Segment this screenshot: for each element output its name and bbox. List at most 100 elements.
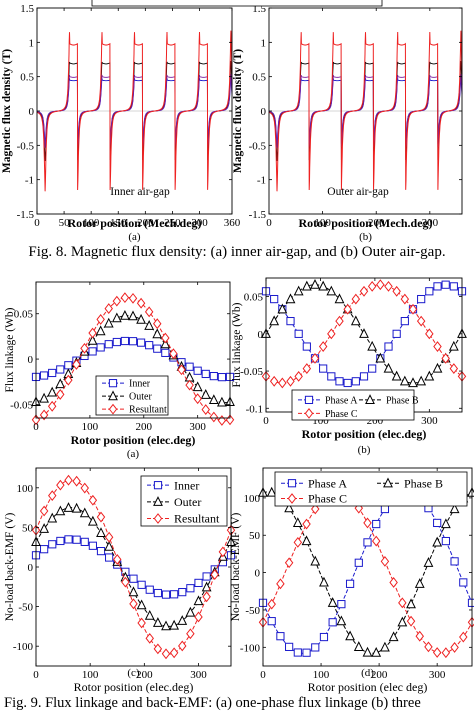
x-tick-label: 150 <box>110 217 127 229</box>
triangle-marker <box>128 586 139 597</box>
y-tick-label: 50 <box>249 530 261 542</box>
square-marker <box>129 574 138 583</box>
triangle-marker <box>327 597 338 607</box>
triangle-marker <box>136 313 146 324</box>
panel-label: (a) <box>128 231 141 243</box>
diamond-marker <box>367 280 377 292</box>
panel-label: (c) <box>127 667 140 679</box>
chart-9c: 0 100 200 300 -100 -50 0 50 100 No-load back-EMF … <box>4 467 236 694</box>
square-marker <box>80 537 89 546</box>
y-tick-label: -50 <box>18 602 33 614</box>
diamond-marker <box>287 493 297 504</box>
diamond-marker <box>416 315 426 327</box>
diamond-marker <box>113 553 122 565</box>
diamond-marker <box>169 348 178 360</box>
legend-label: Phase B <box>404 476 443 490</box>
diamond-marker <box>48 490 57 502</box>
y-axis-label: Flux linkage (Wb) <box>4 307 16 392</box>
square-marker <box>380 504 390 514</box>
square-marker <box>185 362 194 371</box>
square-marker <box>467 598 474 607</box>
y-tick-label: -1 <box>257 175 266 187</box>
y-tick-label: -0.5 <box>249 140 267 152</box>
triangle-marker <box>371 646 382 657</box>
plot-frame <box>262 467 473 667</box>
triangle-marker <box>353 641 364 651</box>
square-marker <box>88 541 97 550</box>
diamond-marker <box>80 482 89 494</box>
square-marker <box>48 540 57 549</box>
triangle-marker <box>160 338 171 349</box>
x-tick-label: 100 <box>313 669 330 681</box>
legend-box <box>274 471 468 507</box>
triangle-marker <box>362 646 373 657</box>
triangle-marker <box>192 381 203 392</box>
y-axis-label: Magnetic flux density (T) <box>232 49 244 173</box>
triangle-marker <box>277 303 288 314</box>
diamond-marker <box>267 598 276 610</box>
square-marker <box>285 642 294 651</box>
x-tick-label: 360 <box>224 217 241 229</box>
diamond-marker <box>217 415 227 426</box>
triangle-marker <box>47 386 58 397</box>
diamond-marker <box>104 303 113 314</box>
y-tick-label: -1 <box>25 175 34 187</box>
square-marker <box>186 584 195 593</box>
triangle-marker <box>416 375 427 386</box>
diamond-marker <box>310 352 320 364</box>
diamond-marker <box>178 640 187 652</box>
diamond-marker <box>351 293 361 305</box>
triangle-marker <box>284 502 295 513</box>
triangle-marker <box>467 486 474 497</box>
x-tick-label: 200 <box>371 669 388 681</box>
triangle-marker <box>440 518 451 529</box>
legend-box <box>95 375 169 416</box>
triangle-marker <box>269 315 280 326</box>
triangle-marker <box>292 517 303 528</box>
triangle-marker <box>108 390 118 401</box>
square-marker <box>276 632 285 641</box>
square-marker <box>359 372 369 381</box>
x-tick-label: 0 <box>260 669 266 681</box>
square-marker <box>286 317 295 326</box>
triangle-marker <box>350 315 361 326</box>
diamond-marker <box>64 374 73 386</box>
diamond-marker <box>467 616 474 628</box>
square-marker <box>161 348 170 357</box>
square-marker <box>193 366 202 375</box>
square-marker <box>327 372 336 381</box>
y-tick-label: 100 <box>244 493 261 505</box>
y-tick-label: 1 <box>261 37 267 49</box>
diamond-marker <box>450 642 459 653</box>
square-marker <box>153 481 163 490</box>
square-marker <box>441 536 450 546</box>
diamond-marker <box>359 285 369 297</box>
y-tick-label: -0.05 <box>10 399 33 411</box>
diamond-marker <box>432 647 442 658</box>
y-tick-label: 0 <box>28 354 34 366</box>
diamond-marker <box>311 503 320 515</box>
y-tick-label: 100 <box>17 483 34 495</box>
square-marker <box>450 557 459 566</box>
triangle-marker <box>375 352 386 363</box>
diamond-marker <box>144 306 154 318</box>
diamond-marker <box>120 292 130 304</box>
triangle-marker <box>39 392 49 403</box>
square-marker <box>153 344 162 353</box>
diamond-marker <box>39 409 49 421</box>
diamond-marker <box>389 577 398 588</box>
square-marker <box>267 617 276 626</box>
diamond-marker <box>278 377 287 389</box>
square-marker <box>64 535 73 544</box>
triangle-marker <box>388 631 399 642</box>
x-tick-label: 0 <box>33 669 39 681</box>
diamond-marker <box>72 359 81 370</box>
diamond-marker <box>335 315 344 327</box>
panel-label: (b) <box>358 444 371 456</box>
y-axis-label: Flux linkage (Wb) <box>231 302 243 387</box>
square-marker <box>351 377 360 386</box>
square-marker <box>294 329 303 338</box>
y-tick-label: 0.05 <box>244 292 264 304</box>
diamond-marker <box>406 615 416 627</box>
